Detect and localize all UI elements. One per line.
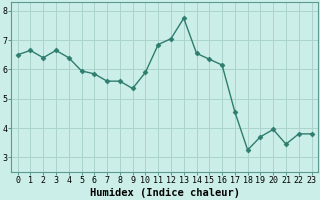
X-axis label: Humidex (Indice chaleur): Humidex (Indice chaleur)	[90, 188, 240, 198]
